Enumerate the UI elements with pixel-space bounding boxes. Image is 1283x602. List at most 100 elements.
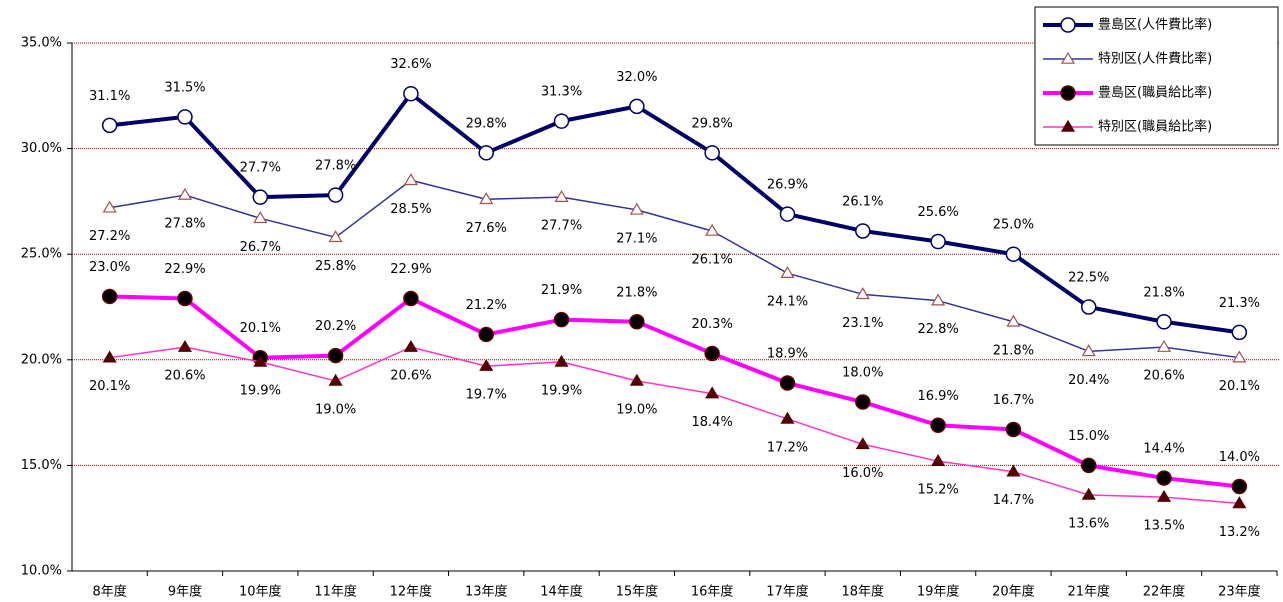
point: [1081, 487, 1096, 500]
x-tick-label: 8年度: [93, 584, 127, 600]
data-label: 28.5%: [390, 202, 431, 217]
series-line: [109, 91, 1240, 335]
x-tick-label: 10年度: [239, 584, 282, 600]
data-label: 23.0%: [89, 260, 130, 275]
point: [855, 223, 871, 239]
data-label: 21.2%: [466, 298, 507, 313]
point: [102, 350, 117, 363]
data-label: 20.1%: [240, 321, 281, 336]
point: [478, 145, 494, 161]
y-tick-label: 25.0%: [21, 247, 62, 262]
point: [930, 417, 946, 434]
point: [779, 206, 796, 222]
point: [704, 345, 720, 362]
point: [1156, 489, 1172, 502]
point: [855, 287, 870, 300]
point: [1060, 119, 1076, 132]
data-label: 22.8%: [917, 322, 958, 337]
point: [253, 354, 268, 367]
x-tick-label: 22年度: [1143, 584, 1186, 600]
x-tick-label: 23年度: [1218, 584, 1261, 600]
legend-label: 豊島区(職員給比率): [1098, 85, 1212, 101]
y-tick-label: 10.0%: [21, 564, 62, 579]
data-label: 18.9%: [767, 347, 808, 362]
data-label: 29.8%: [692, 116, 733, 131]
point: [177, 290, 193, 307]
data-label: 19.0%: [315, 402, 356, 417]
data-label: 27.8%: [164, 217, 205, 232]
x-tick-label: 20年度: [992, 584, 1035, 600]
point: [479, 192, 494, 205]
y-tick-label: 30.0%: [21, 141, 62, 156]
y-tick-label: 35.0%: [21, 36, 62, 51]
data-label: 19.7%: [466, 388, 507, 403]
point: [101, 117, 118, 134]
point: [327, 347, 344, 364]
data-label: 20.1%: [89, 379, 130, 394]
data-label: 14.0%: [1219, 450, 1260, 465]
point: [705, 386, 720, 399]
data-label: 15.2%: [917, 483, 958, 498]
point: [403, 290, 419, 307]
point: [1006, 464, 1021, 477]
data-label: 23.1%: [842, 316, 883, 331]
point: [252, 189, 269, 205]
data-label: 18.4%: [692, 415, 733, 430]
point: [553, 113, 570, 129]
data-label: 16.7%: [993, 393, 1034, 408]
point: [177, 187, 193, 200]
series-line: [109, 294, 1240, 489]
x-tick-label: 18年度: [842, 584, 885, 600]
point: [780, 266, 795, 279]
point: [931, 453, 946, 466]
point: [705, 223, 720, 236]
point: [553, 311, 570, 328]
data-label: 25.6%: [917, 205, 958, 220]
point: [629, 202, 644, 215]
data-label: 14.7%: [993, 493, 1034, 508]
point: [403, 173, 418, 186]
point: [554, 354, 569, 367]
data-label: 20.4%: [1068, 373, 1109, 388]
point: [855, 437, 870, 450]
data-label: 24.1%: [767, 295, 808, 310]
data-label: 19.9%: [240, 383, 281, 398]
data-label: 31.3%: [541, 85, 582, 100]
data-label: 21.3%: [1219, 296, 1260, 311]
data-label: 21.8%: [1143, 285, 1184, 300]
point: [629, 314, 645, 330]
point: [101, 288, 118, 305]
point: [478, 326, 494, 343]
data-label: 27.2%: [89, 229, 130, 244]
data-label: 20.6%: [164, 369, 205, 384]
legend-label: 特別区(人件費比率): [1098, 51, 1212, 67]
data-label: 31.1%: [89, 89, 130, 104]
x-tick-label: 12年度: [390, 584, 433, 600]
legend-box: [1034, 6, 1279, 146]
point: [102, 200, 117, 213]
legend-label: 特別区(職員給比率): [1098, 119, 1212, 135]
point: [1156, 470, 1172, 486]
x-tick-label: 9年度: [168, 584, 202, 600]
x-tick-label: 17年度: [766, 584, 809, 600]
x-tick-label: 19年度: [917, 584, 960, 600]
point: [629, 98, 645, 115]
data-label: 32.6%: [390, 57, 431, 72]
data-label: 32.0%: [616, 70, 657, 85]
data-label: 13.6%: [1068, 516, 1109, 531]
point: [1005, 421, 1022, 438]
data-label: 17.2%: [767, 440, 808, 455]
point: [1156, 314, 1172, 330]
point: [931, 293, 946, 306]
x-tick-label: 15年度: [616, 584, 659, 600]
data-label: 22.9%: [164, 262, 205, 277]
point: [403, 85, 419, 102]
data-label: 16.9%: [917, 389, 958, 404]
point: [1080, 457, 1097, 474]
point: [328, 230, 343, 243]
data-label: 22.5%: [1068, 271, 1109, 286]
point: [1006, 314, 1021, 327]
data-label: 27.7%: [541, 219, 582, 234]
point: [1156, 339, 1172, 352]
point: [403, 339, 418, 352]
